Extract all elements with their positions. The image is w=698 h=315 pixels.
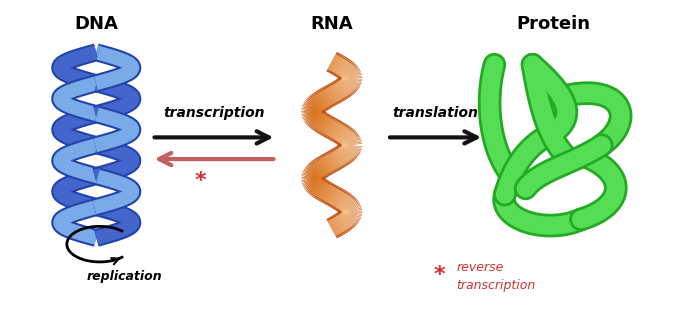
Text: *: * (433, 265, 445, 285)
Text: transcription: transcription (163, 106, 265, 120)
Text: *: * (194, 171, 206, 191)
Text: reverse: reverse (456, 261, 504, 274)
Text: replication: replication (86, 270, 162, 283)
Text: translation: translation (392, 106, 479, 120)
Text: DNA: DNA (74, 15, 118, 33)
Text: Protein: Protein (517, 15, 591, 33)
Text: transcription: transcription (456, 279, 535, 292)
Text: RNA: RNA (311, 15, 353, 33)
